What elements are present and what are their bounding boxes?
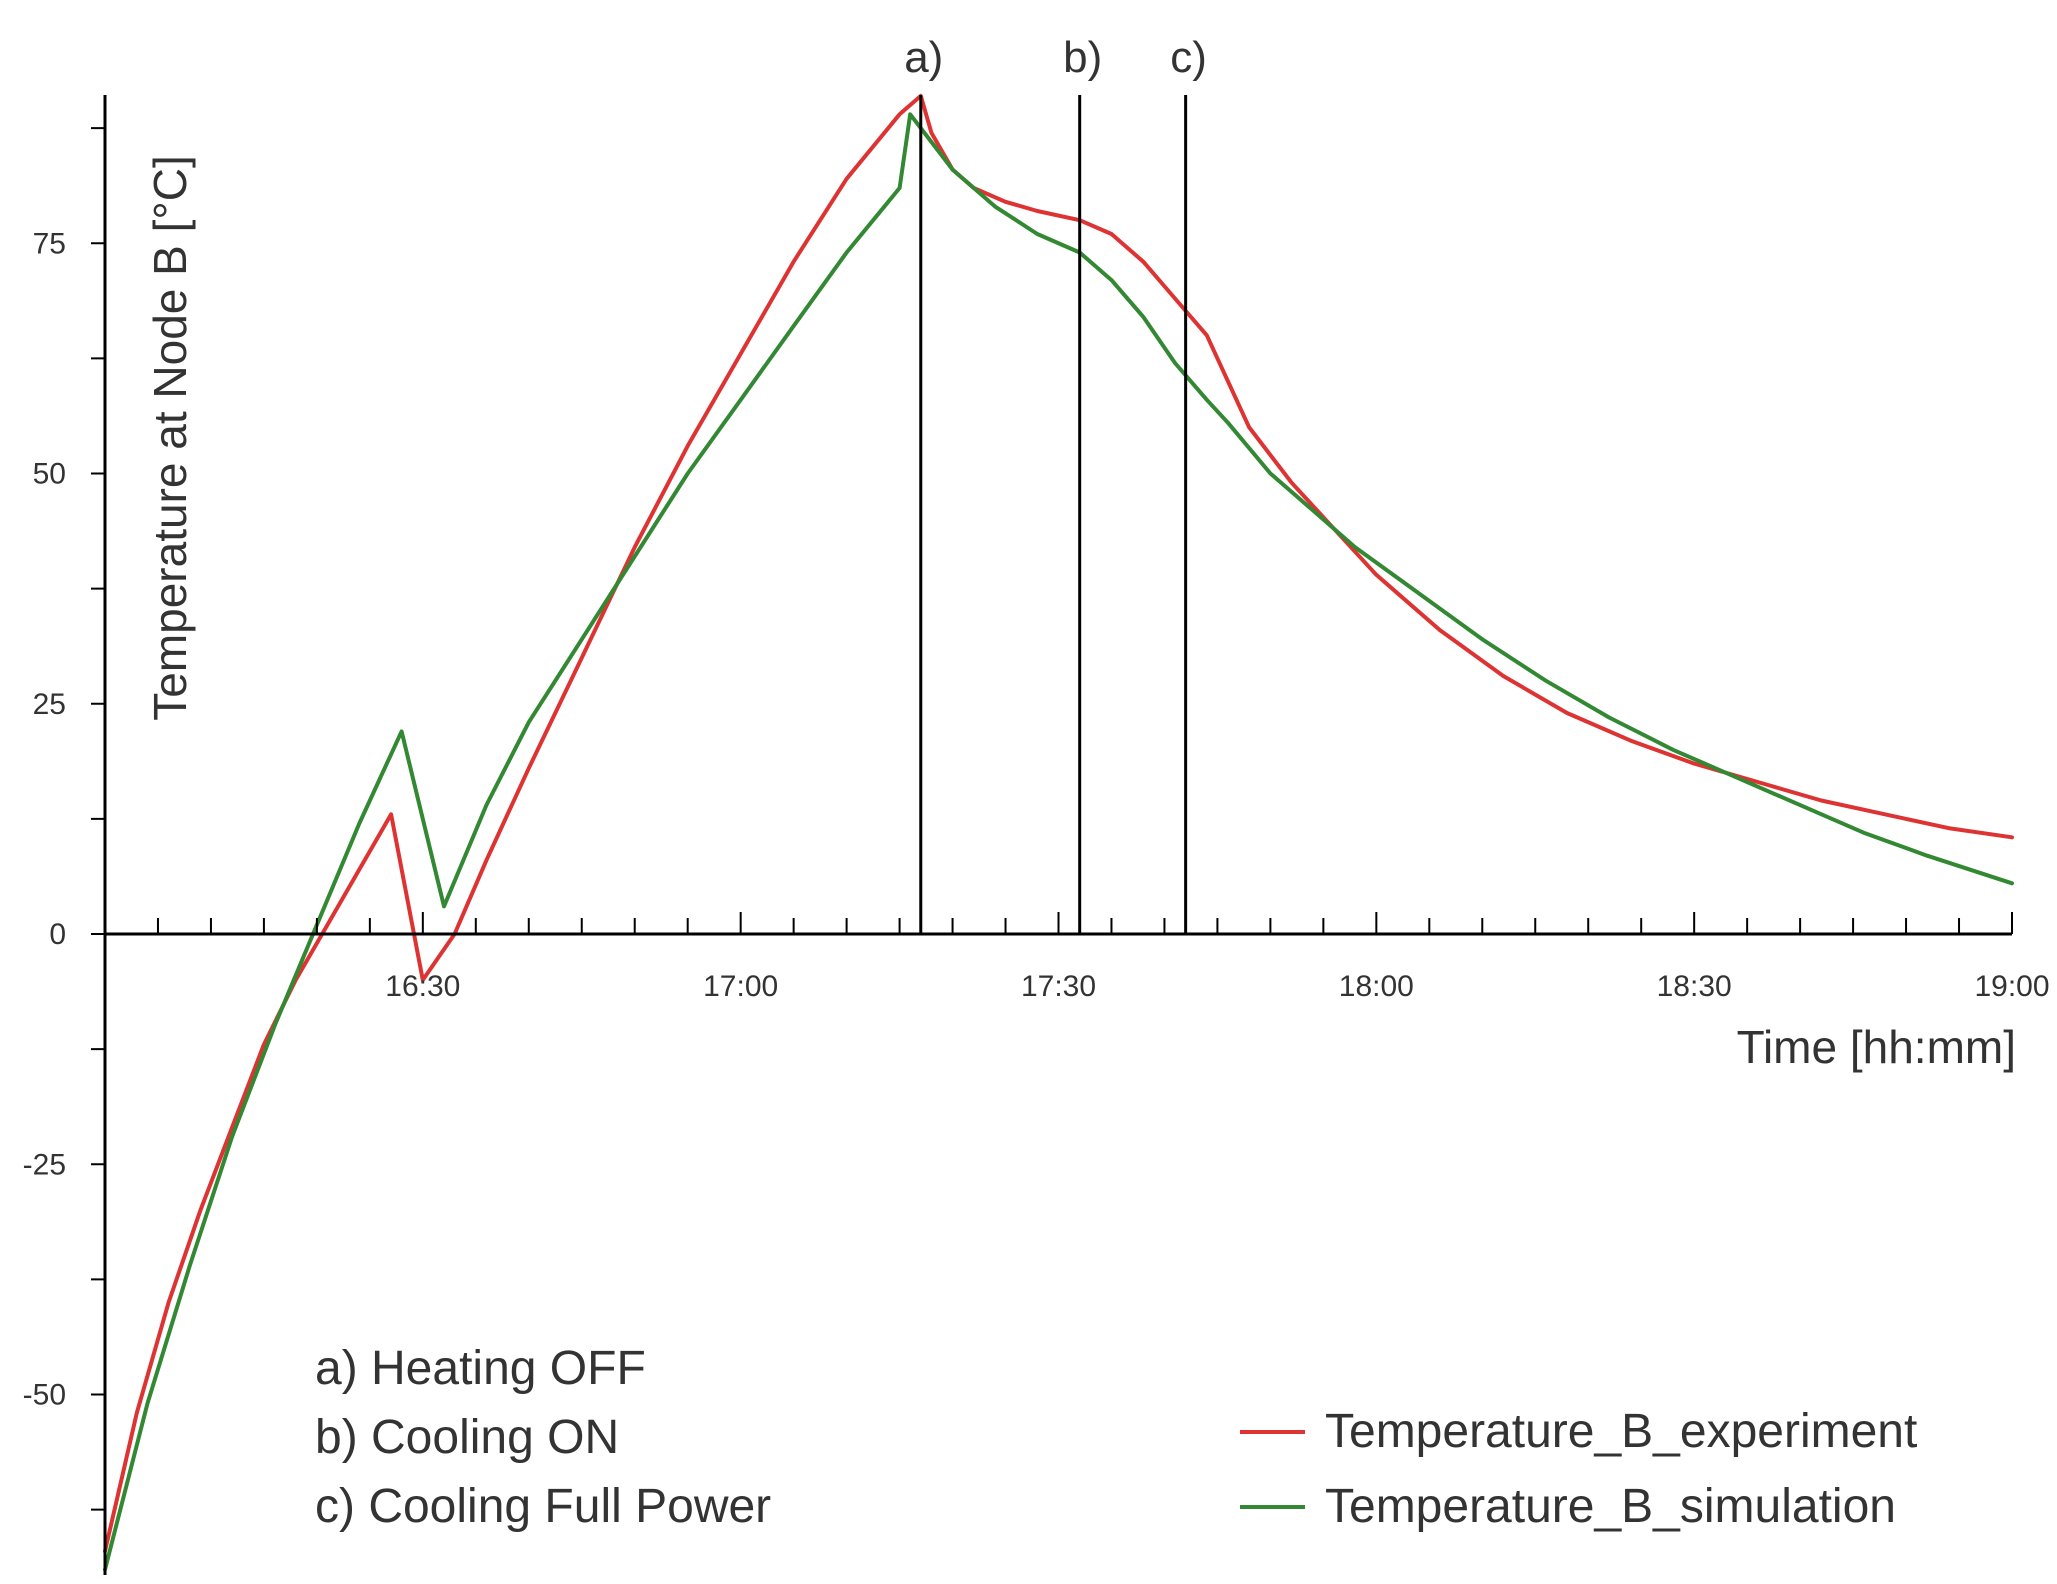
note-cooling-on: b) Cooling ON: [315, 1411, 619, 1464]
x-tick-label: 19:00: [1974, 970, 2049, 1003]
y-tick-label: -50: [23, 1379, 66, 1412]
legend-label-simulation: Temperature_B_simulation: [1325, 1480, 1896, 1533]
note-cooling-full-power: c) Cooling Full Power: [315, 1480, 771, 1533]
event-marker-label-c: c): [1170, 33, 1207, 82]
legend: Temperature_B_experiment Temperature_B_s…: [1240, 1405, 1917, 1533]
note-heating-off: a) Heating OFF: [315, 1342, 646, 1395]
y-tick-label: 0: [49, 918, 66, 951]
event-marker-label-b: b): [1063, 33, 1102, 82]
x-tick-label: 16:30: [385, 970, 460, 1003]
ticks: 16:30 17:00 17:30 18:00 18:30 19:00 -50 -25 0 25 5…: [23, 127, 2050, 1511]
x-tick-label: 17:00: [703, 970, 778, 1003]
event-marker-label-a: a): [904, 33, 943, 82]
x-tick-label: 17:30: [1021, 970, 1096, 1003]
x-axis-label: Time [hh:mm]: [1737, 1021, 2016, 1073]
series-layer: [103, 93, 2014, 1572]
y-tick-label: 50: [33, 458, 66, 491]
y-tick-label: -25: [23, 1148, 66, 1181]
legend-label-experiment: Temperature_B_experiment: [1325, 1405, 1917, 1458]
series-line-simulation: [103, 112, 2014, 1572]
y-axis-label: Temperature at Node B [°C]: [144, 155, 196, 721]
annotation-notes: a) Heating OFF b) Cooling ON c) Cooling …: [315, 1342, 771, 1533]
x-tick-label: 18:30: [1657, 970, 1732, 1003]
series-line-experiment: [103, 93, 2014, 1554]
y-tick-label: 25: [33, 688, 66, 721]
x-tick-label: 18:00: [1339, 970, 1414, 1003]
y-tick-label: 75: [33, 227, 66, 260]
event-markers: a) b) c): [904, 33, 1207, 934]
